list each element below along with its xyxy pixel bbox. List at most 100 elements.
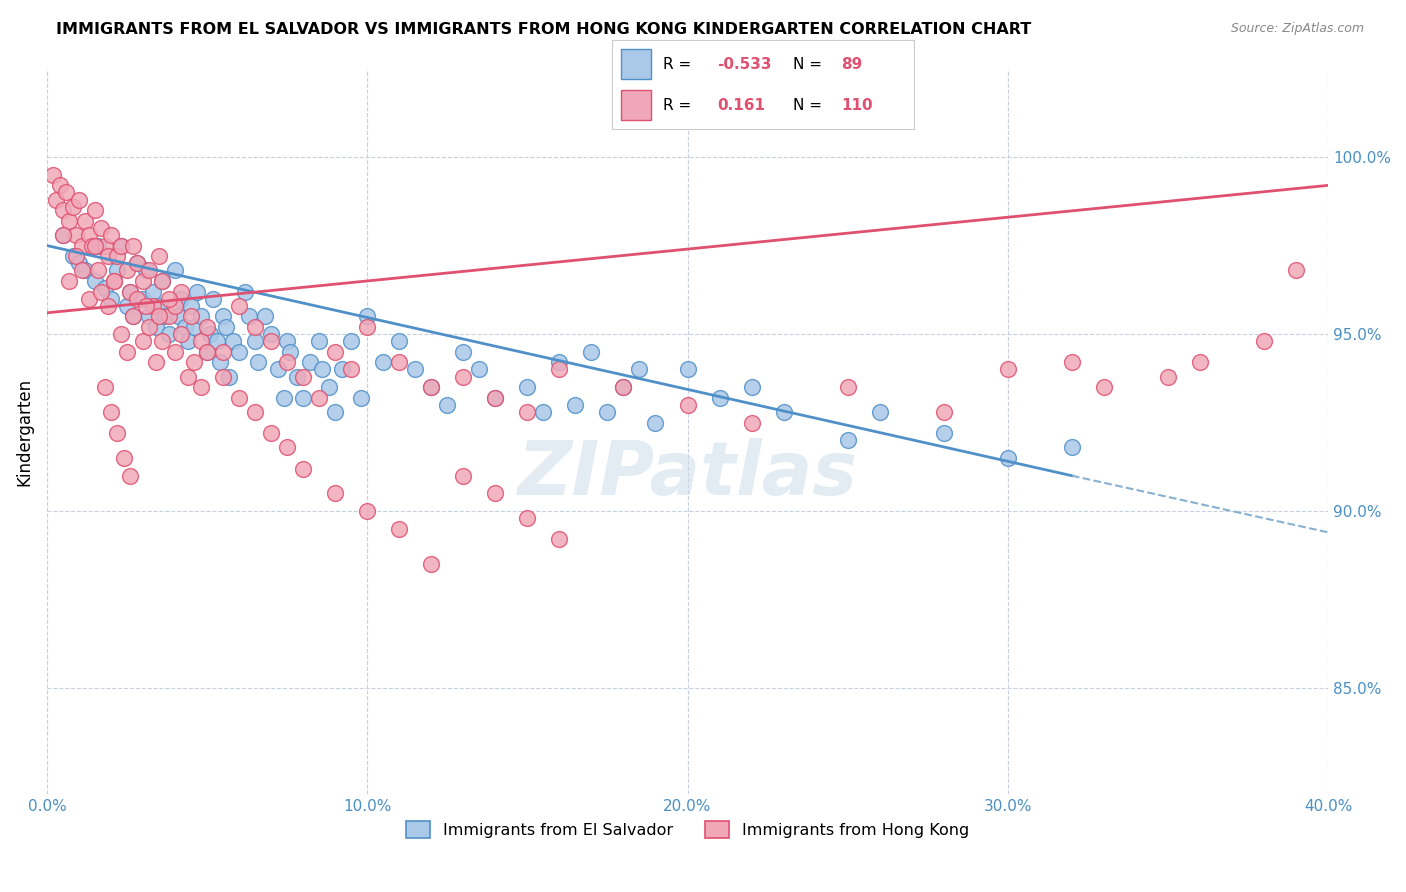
Point	[67, 256, 90, 270]
Point	[298, 355, 321, 369]
Point	[93, 281, 115, 295]
Text: R =: R =	[664, 98, 696, 112]
Point	[135, 263, 157, 277]
Point	[58, 213, 80, 227]
Point	[163, 299, 186, 313]
Point	[205, 334, 228, 348]
Point	[1060, 355, 1083, 369]
Point	[276, 441, 298, 455]
Point	[516, 511, 538, 525]
Point	[122, 238, 145, 252]
Point	[62, 249, 84, 263]
Point	[202, 292, 225, 306]
Point	[195, 344, 218, 359]
Point	[120, 468, 142, 483]
Point	[45, 193, 67, 207]
Text: -0.533: -0.533	[717, 57, 772, 71]
Point	[531, 405, 554, 419]
Point	[709, 391, 731, 405]
Point	[676, 398, 699, 412]
Point	[84, 274, 107, 288]
Point	[155, 310, 177, 324]
Legend: Immigrants from El Salvador, Immigrants from Hong Kong: Immigrants from El Salvador, Immigrants …	[399, 815, 976, 845]
Text: N =: N =	[793, 98, 827, 112]
Point	[100, 292, 122, 306]
Point	[548, 533, 571, 547]
Point	[484, 391, 506, 405]
Point	[235, 285, 257, 299]
Point	[48, 178, 70, 193]
Point	[453, 468, 475, 483]
Point	[388, 522, 411, 536]
Point	[208, 355, 231, 369]
Point	[122, 310, 145, 324]
Point	[285, 369, 308, 384]
Text: N =: N =	[793, 57, 827, 71]
Point	[52, 227, 75, 242]
Point	[228, 299, 250, 313]
Point	[278, 344, 301, 359]
Point	[100, 227, 122, 242]
Point	[42, 168, 65, 182]
Point	[105, 249, 128, 263]
Point	[97, 249, 120, 263]
Point	[356, 504, 378, 518]
Text: 0.161: 0.161	[717, 98, 765, 112]
Point	[120, 285, 142, 299]
Point	[170, 285, 193, 299]
Y-axis label: Kindergarten: Kindergarten	[15, 377, 32, 485]
Point	[190, 310, 212, 324]
Text: R =: R =	[664, 57, 696, 71]
Point	[484, 486, 506, 500]
Point	[84, 238, 107, 252]
Point	[93, 380, 115, 394]
Point	[997, 450, 1019, 465]
Point	[138, 310, 160, 324]
Point	[292, 391, 315, 405]
Point	[115, 263, 138, 277]
Point	[388, 355, 411, 369]
Point	[150, 334, 173, 348]
Point	[243, 320, 266, 334]
Point	[115, 344, 138, 359]
Point	[132, 334, 155, 348]
Point	[596, 405, 619, 419]
Point	[228, 344, 250, 359]
Point	[260, 334, 283, 348]
Point	[105, 426, 128, 441]
Point	[373, 355, 395, 369]
Point	[420, 380, 443, 394]
Point	[75, 263, 97, 277]
Point	[453, 369, 475, 384]
Point	[163, 263, 186, 277]
Point	[228, 391, 250, 405]
Point	[183, 320, 205, 334]
Point	[276, 334, 298, 348]
Point	[170, 292, 193, 306]
Point	[132, 292, 155, 306]
Point	[484, 391, 506, 405]
Point	[125, 256, 148, 270]
Text: Source: ZipAtlas.com: Source: ZipAtlas.com	[1230, 22, 1364, 36]
Point	[741, 416, 763, 430]
Point	[564, 398, 586, 412]
Point	[260, 426, 283, 441]
Point	[260, 327, 283, 342]
Point	[404, 362, 426, 376]
Text: 110: 110	[841, 98, 873, 112]
Point	[120, 285, 142, 299]
Point	[110, 327, 132, 342]
Point	[356, 310, 378, 324]
Point	[548, 355, 571, 369]
Point	[308, 334, 330, 348]
Point	[247, 355, 270, 369]
Point	[453, 344, 475, 359]
Point	[132, 274, 155, 288]
Point	[103, 274, 125, 288]
Point	[87, 263, 110, 277]
Point	[110, 238, 132, 252]
Point	[323, 405, 346, 419]
Point	[741, 380, 763, 394]
Point	[644, 416, 666, 430]
Point	[1060, 441, 1083, 455]
